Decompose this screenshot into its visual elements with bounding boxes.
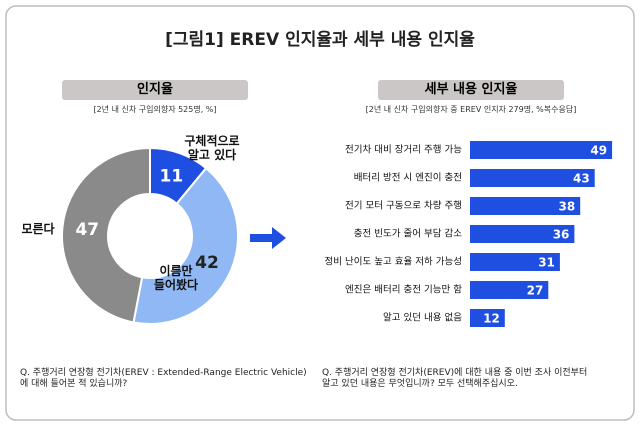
value-label: 47 [75, 220, 99, 240]
category-label: 배터리 방전 시 엔진이 충전 [354, 173, 462, 184]
value-label: 38 [558, 200, 575, 214]
category-label: 충전 빈도가 줄어 부담 감소 [354, 228, 462, 240]
bar [470, 169, 595, 187]
value-label: 49 [590, 144, 607, 158]
bar [470, 141, 613, 159]
category-label: 전기 모터 구동으로 차량 주행 [345, 200, 462, 212]
bar [470, 197, 581, 215]
page-title: [그림1] EREV 인지율과 세부 내용 인지율 [165, 30, 475, 50]
value-label: 31 [538, 256, 555, 270]
question-note: Q. 주행거리 연장형 전기차(EREV : Extended-Range El… [20, 368, 307, 389]
bar [470, 253, 560, 271]
category-label: 모른다 [21, 222, 55, 236]
value-label: 36 [553, 228, 570, 242]
frame [5, 5, 635, 421]
value-label: 11 [160, 167, 184, 187]
chart-subtitle: [2년 내 신차 구입의향자 중 EREV 인지자 279명, %복수응답] [365, 105, 577, 114]
value-label: 12 [483, 312, 500, 326]
bar [470, 281, 549, 299]
bar [470, 309, 505, 327]
value-label: 43 [573, 172, 590, 186]
chart-subtitle: [2년 내 신차 구입의향자 525명, %] [93, 105, 217, 114]
category-label: 알고 있던 내용 없음 [383, 312, 462, 324]
header-box [378, 80, 564, 100]
category-label: 구체적으로 알고 있다 [184, 134, 240, 163]
value-label: 42 [195, 253, 219, 273]
category-label: 전기차 대비 장거리 주행 가능 [345, 144, 462, 156]
category-label: 엔진은 배터리 충전 기능만 함 [345, 285, 462, 296]
header-box [62, 80, 248, 100]
question-note: Q. 주행거리 연장형 전기차(EREV)에 대한 내용 중 이번 조사 이전부… [322, 368, 588, 389]
donut-slice [132, 166, 239, 325]
donut-slice [61, 146, 151, 324]
value-label: 27 [527, 284, 544, 298]
bar [470, 225, 575, 243]
category-label: 정비 난이도 높고 효율 저하 가능성 [325, 256, 462, 268]
category-label: 이름만 들어봤다 [153, 264, 199, 293]
chart-title: 인지율 [137, 82, 173, 97]
arrow [250, 227, 286, 249]
chart-title: 세부 내용 인지율 [424, 82, 518, 97]
